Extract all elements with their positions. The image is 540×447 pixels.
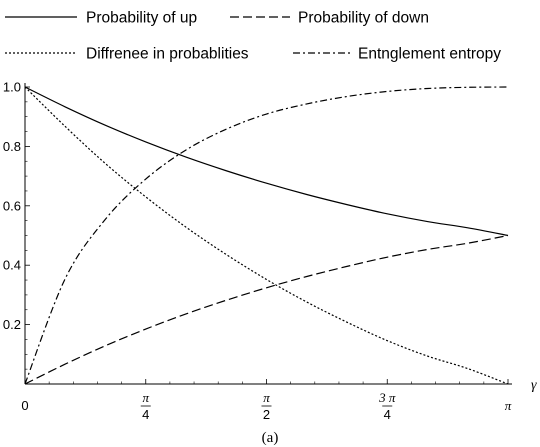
x-tick-label: π	[505, 398, 512, 413]
legend-label-3: Entnglement entropy	[358, 46, 501, 63]
x-tick-denominator: 4	[384, 407, 391, 422]
legend-label-0: Probability of up	[86, 10, 197, 27]
y-tick-label: 0.2	[3, 317, 21, 332]
x-tick-denominator: 4	[142, 407, 149, 422]
x-tick-numerator: 3 π	[378, 390, 396, 405]
y-tick-label: 0.6	[3, 198, 21, 213]
chart-axes: 0 π 4 π 2 3 π 4 π 0.2 0.4 0.6 0.8 1.0	[3, 80, 512, 422]
x-tick-denominator: 2	[263, 407, 270, 422]
x-tick-numerator: π	[142, 390, 149, 405]
legend-label-1: Probability of down	[298, 10, 429, 27]
series-line-2	[24, 86, 509, 385]
x-tick-numerator: π	[263, 390, 270, 405]
series-line-1	[24, 234, 509, 385]
chart-legend: Probability of up Probability of down Diff…	[5, 10, 501, 63]
x-axis-label: γ	[531, 378, 537, 393]
x-tick-label: 0	[21, 398, 28, 413]
y-tick-label: 0.8	[3, 139, 21, 154]
chart-series-group	[24, 86, 509, 385]
y-tick-label: 0.4	[3, 258, 21, 273]
series-line-3	[24, 86, 509, 385]
legend-label-2: Diffrenee in probablities	[86, 46, 249, 63]
y-tick-label: 1.0	[3, 80, 21, 95]
figure-caption: (a)	[262, 430, 279, 446]
series-line-0	[24, 86, 509, 237]
